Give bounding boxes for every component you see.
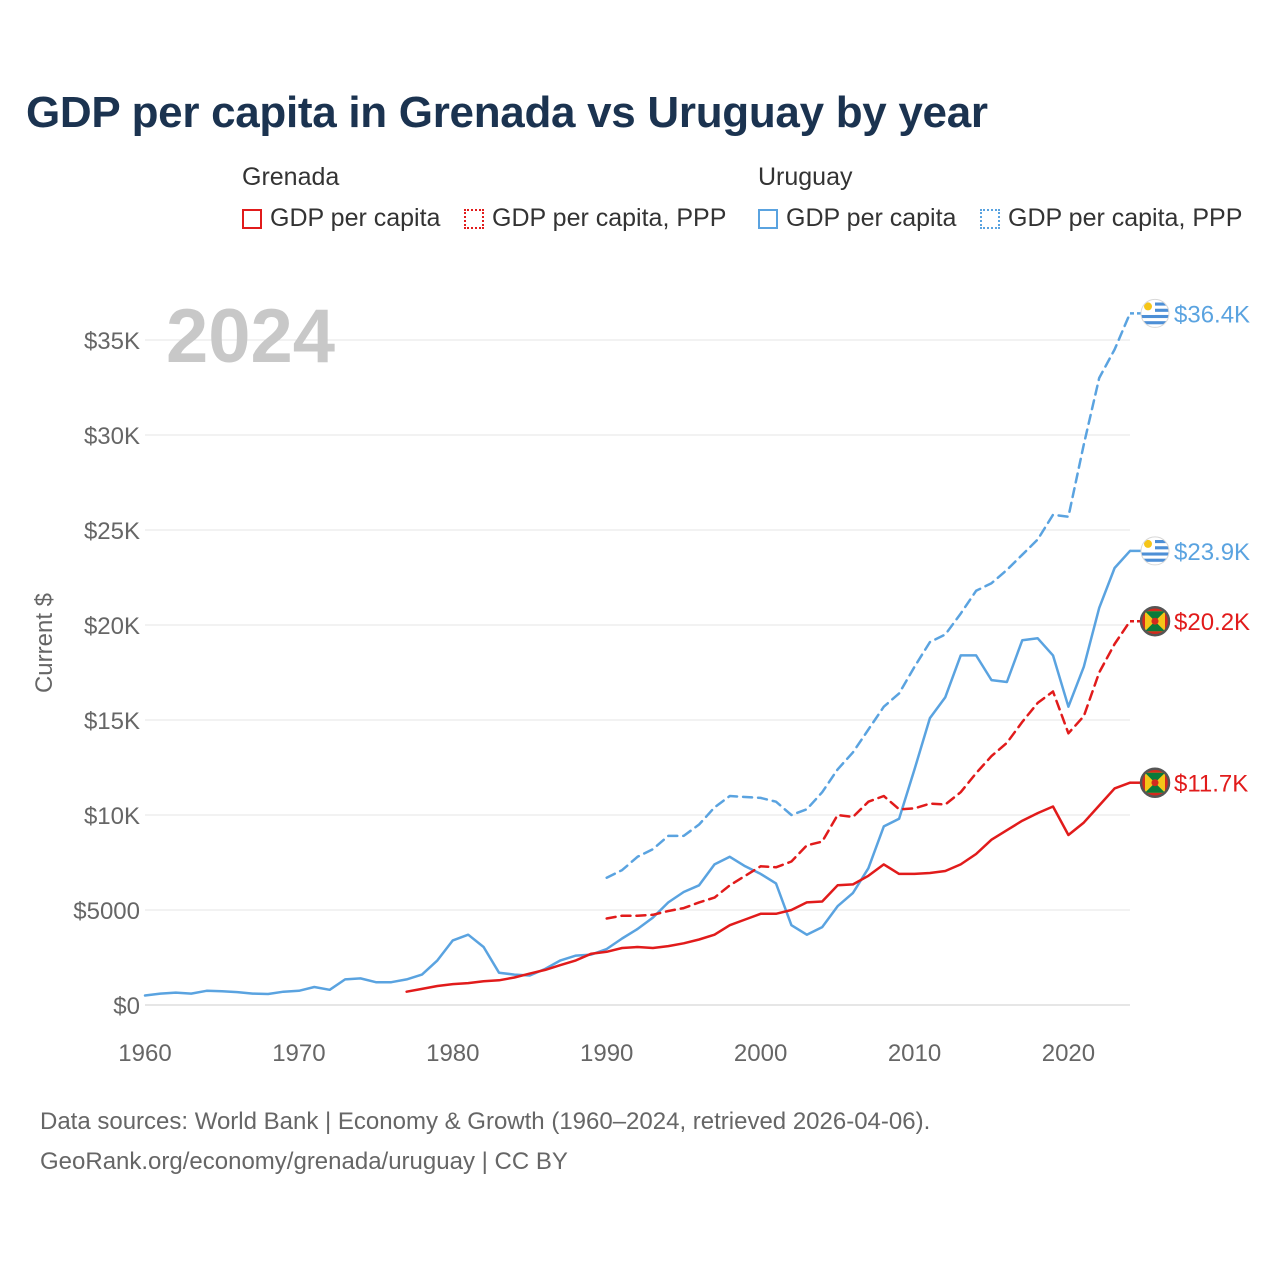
legend-grenada-gdp-ppp[interactable]: GDP per capita, PPP	[464, 204, 726, 233]
legend-swatch-grenada-gdp-ppp	[464, 208, 484, 229]
end-value-label-uruguay-gdp-per-capita: $23.9K	[1174, 539, 1250, 566]
x-tick-label: 1980	[426, 1040, 479, 1067]
legend-group-grenada: Grenada	[242, 163, 340, 191]
legend-swatch-uruguay-gdp	[758, 208, 778, 229]
legend-label-grenada-gdp-ppp: GDP per capita, PPP	[492, 204, 727, 232]
y-tick-label: $30K	[84, 423, 140, 450]
chart-title: GDP per capita in Grenada vs Uruguay by …	[26, 88, 988, 137]
x-tick-label: 2000	[734, 1040, 787, 1067]
legend-swatch-uruguay-gdp-ppp	[980, 208, 1000, 229]
end-value-label-grenada-gdp-per-capita: $11.7K	[1174, 771, 1248, 798]
uruguay-flag-icon	[1140, 536, 1170, 566]
x-tick-label: 2020	[1042, 1040, 1095, 1067]
legend-swatch-grenada-gdp	[242, 208, 262, 229]
legend-label-grenada-gdp: GDP per capita	[270, 204, 441, 232]
year-watermark: 2024	[166, 294, 335, 379]
uruguay-flag-icon	[1140, 298, 1170, 328]
series-line-uruguay-gdp-per-capita-ppp[interactable]	[605, 312, 1132, 879]
series-line-grenada-gdp-per-capita-ppp[interactable]	[605, 619, 1132, 920]
x-tick-label: 2010	[888, 1040, 941, 1067]
x-tick-label: 1970	[272, 1040, 325, 1067]
x-tick-label: 1960	[118, 1040, 171, 1067]
y-tick-label: $0	[113, 993, 140, 1020]
grenada-flag-icon	[1139, 605, 1171, 637]
footer-attribution: GeoRank.org/economy/grenada/uruguay | CC…	[40, 1148, 568, 1175]
y-tick-label: $25K	[84, 518, 140, 545]
legend-uruguay-gdp[interactable]: GDP per capita	[758, 204, 956, 233]
y-tick-label: $35K	[84, 328, 140, 355]
grenada-flag-icon	[1139, 767, 1171, 798]
legend-grenada-gdp[interactable]: GDP per capita	[242, 204, 440, 233]
y-tick-label: $10K	[84, 803, 140, 830]
series-line-uruguay-gdp-per-capita[interactable]	[143, 549, 1132, 997]
y-tick-label: $20K	[84, 613, 140, 640]
x-tick-label: 1990	[580, 1040, 633, 1067]
y-axis-title: Current $	[31, 593, 58, 693]
end-value-label-grenada-gdp-per-capita-ppp: $20.2K	[1174, 609, 1250, 636]
legend-uruguay-gdp-ppp[interactable]: GDP per capita, PPP	[980, 204, 1242, 233]
series-line-grenada-gdp-per-capita[interactable]	[405, 781, 1132, 993]
y-tick-label: $5000	[73, 898, 140, 925]
legend-label-uruguay-gdp-ppp: GDP per capita, PPP	[1008, 204, 1243, 232]
y-tick-label: $15K	[84, 708, 140, 735]
end-value-label-uruguay-gdp-per-capita-ppp: $36.4K	[1174, 301, 1250, 328]
legend-label-uruguay-gdp: GDP per capita	[786, 204, 957, 232]
legend-group-uruguay: Uruguay	[758, 163, 853, 191]
footer-sources: Data sources: World Bank | Economy & Gro…	[40, 1108, 931, 1135]
